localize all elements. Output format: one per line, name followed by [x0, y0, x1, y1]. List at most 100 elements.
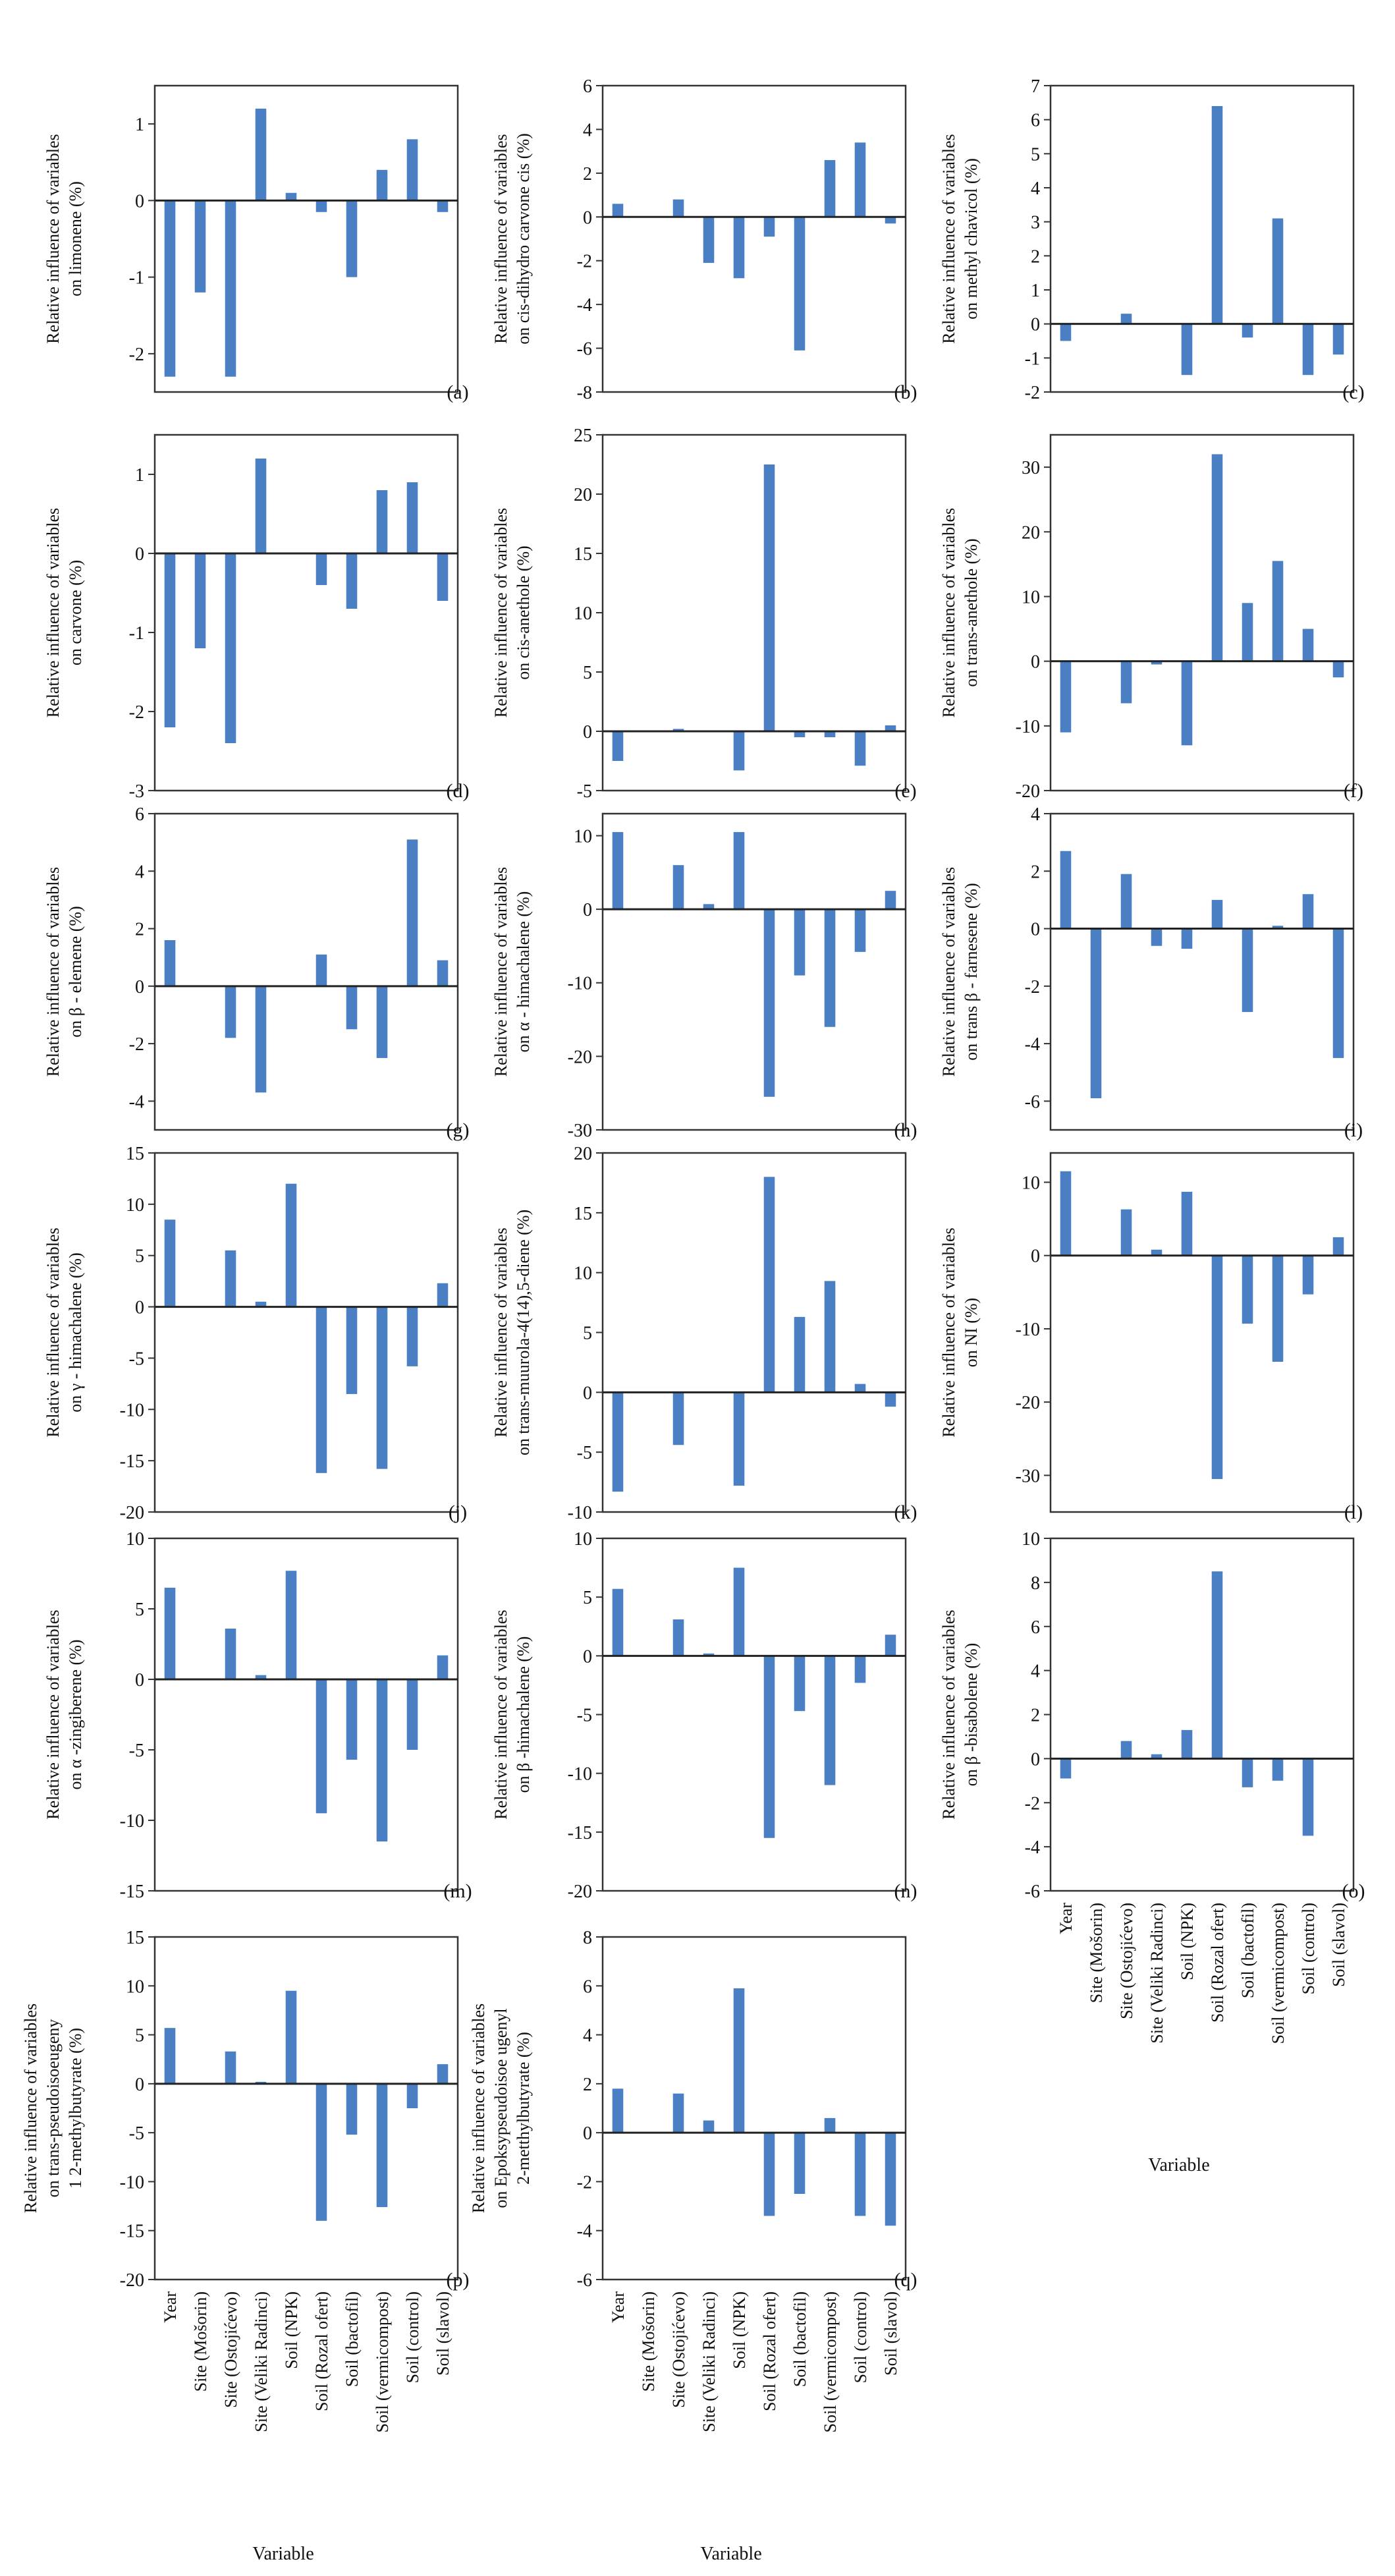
- bar: [1272, 561, 1284, 661]
- x-category-label: Soil (bactofil): [342, 2291, 362, 2387]
- y-tick-label: -20: [120, 1503, 144, 1523]
- y-tick-label: 10: [574, 826, 592, 847]
- y-tick-label: -20: [568, 1047, 592, 1067]
- y-tick-label: 25: [574, 426, 592, 446]
- x-category-label: Year: [1056, 1903, 1076, 1934]
- y-tick-label: -10: [1016, 1320, 1040, 1340]
- y-tick-label: 10: [126, 1529, 144, 1550]
- bar: [194, 553, 206, 648]
- y-tick-label: 0: [583, 1383, 592, 1403]
- plot-frame: [601, 1537, 907, 1892]
- bar: [1211, 106, 1223, 324]
- bar: [437, 200, 449, 212]
- y-tick-label: 5: [583, 1588, 592, 1608]
- y-axis-label: on NI (%): [962, 1298, 981, 1367]
- panel-label: (b): [894, 381, 917, 403]
- bar: [1060, 851, 1072, 929]
- bar: [794, 2133, 806, 2194]
- bar: [672, 199, 684, 217]
- bar: [315, 553, 327, 585]
- bar: [1151, 1249, 1162, 1256]
- panel-label: (j): [449, 1501, 467, 1523]
- bar: [346, 1306, 358, 1394]
- bar: [1302, 629, 1314, 661]
- bar: [376, 986, 388, 1058]
- bar: [1332, 661, 1344, 678]
- bar: [315, 1306, 327, 1473]
- bar: [225, 1628, 236, 1679]
- bar: [1272, 218, 1284, 324]
- y-axis-label: Relative influence of variables: [939, 134, 958, 343]
- bar: [406, 139, 418, 201]
- bar: [164, 1219, 176, 1307]
- bar: [794, 1656, 806, 1712]
- y-tick-label: 0: [583, 1646, 592, 1667]
- plot-frame: [1049, 1152, 1355, 1513]
- chart-panel-f: -20 -10 0 10 20 30 Relative influence of varia…: [939, 434, 1363, 802]
- panel-label: (n): [894, 1880, 917, 1902]
- y-tick-label: -4: [1025, 1837, 1040, 1858]
- bar: [1332, 928, 1344, 1058]
- y-tick-label: -2: [577, 252, 592, 272]
- bar: [225, 553, 236, 743]
- bar: [612, 731, 624, 761]
- y-tick-label: -10: [120, 1400, 144, 1420]
- y-tick-label: 2: [135, 920, 144, 940]
- y-tick-label: 4: [1031, 1662, 1040, 1682]
- y-axis-label: on limonene (%): [66, 181, 85, 296]
- plot-frame: [153, 434, 459, 792]
- y-tick-label: 6: [583, 1976, 592, 1997]
- plot-frame: [601, 84, 907, 393]
- y-tick-label: 20: [1022, 522, 1040, 543]
- y-tick-label: 10: [1022, 1529, 1040, 1550]
- y-tick-label: 8: [1031, 1573, 1040, 1594]
- bar: [315, 1679, 327, 1814]
- bar: [376, 1679, 388, 1842]
- panel-label: (k): [894, 1501, 917, 1523]
- x-category-label: Site (Veliki Radinci): [252, 2291, 271, 2432]
- chart-panel-d: -3 -2 -1 0 1 Relative influence of variables o…: [43, 434, 469, 802]
- y-axis-label: on cis-anethole (%): [514, 546, 533, 680]
- y-tick-label: 5: [583, 663, 592, 683]
- y-axis-label: on α - himachalene (%): [514, 891, 533, 1053]
- bar: [285, 1183, 297, 1307]
- plot-frame: [153, 1936, 459, 2281]
- bar: [794, 731, 806, 737]
- bar: [612, 204, 624, 217]
- y-tick-label: 10: [126, 1976, 144, 1997]
- bar: [733, 731, 745, 771]
- y-tick-label: -10: [1016, 717, 1040, 737]
- x-category-label: Site (Mošorin): [639, 2291, 658, 2392]
- y-tick-label: 4: [1031, 179, 1040, 199]
- y-axis-label: Relative influence of variables: [491, 867, 510, 1077]
- y-axis-label: Relative influence of variables: [43, 867, 63, 1077]
- bar: [1302, 894, 1314, 929]
- bar: [406, 839, 418, 986]
- y-tick-label: 0: [583, 722, 592, 742]
- plot-frame: [153, 812, 459, 1131]
- bar: [885, 891, 896, 910]
- x-category-label: Soil (Rozal ofert): [1208, 1903, 1227, 2023]
- panel-label: (h): [894, 1119, 917, 1141]
- y-tick-label: 10: [1022, 587, 1040, 607]
- y-tick-label: 0: [135, 1670, 144, 1691]
- x-category-label: Soil (vermicompost): [821, 2291, 840, 2432]
- bar: [225, 1250, 236, 1307]
- y-tick-label: 6: [583, 76, 592, 97]
- bar: [1302, 1255, 1314, 1295]
- bar: [1242, 323, 1253, 338]
- bar: [1181, 1729, 1193, 1759]
- y-axis-label: on carvone (%): [66, 560, 85, 665]
- bar: [225, 2051, 236, 2084]
- y-tick-label: 4: [583, 120, 592, 140]
- bar: [794, 909, 806, 976]
- bar: [885, 2133, 896, 2226]
- y-tick-label: 10: [126, 1195, 144, 1216]
- plot-frame: [1049, 1537, 1355, 1892]
- y-tick-label: -20: [1016, 781, 1040, 802]
- bar: [285, 1571, 297, 1679]
- chart-panel-b: -8 -6 -4 -2 0 2 4 6 Relative influence of variab…: [491, 76, 917, 403]
- y-axis-label: Relative influence of variables: [43, 134, 63, 343]
- bar: [437, 2064, 449, 2084]
- bar: [763, 2133, 775, 2216]
